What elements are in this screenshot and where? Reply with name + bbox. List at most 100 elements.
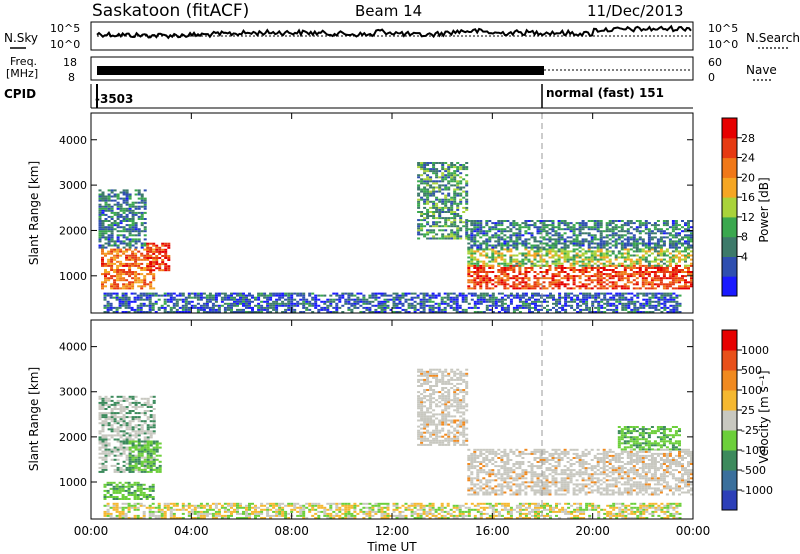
heatmap-cell xyxy=(101,283,104,286)
heatmap-cell xyxy=(648,311,652,313)
heatmap-cell xyxy=(317,311,321,313)
heatmap-cell xyxy=(533,264,537,267)
heatmap-cell xyxy=(596,267,600,269)
heatmap-cell xyxy=(539,242,543,245)
heatmap-cell xyxy=(426,170,430,173)
heatmap-cell xyxy=(146,252,150,255)
heatmap-cell xyxy=(420,180,424,183)
heatmap-cell xyxy=(503,242,507,245)
heatmap-cell xyxy=(620,226,624,229)
heatmap-cell xyxy=(146,416,150,419)
heatmap-cell xyxy=(101,406,105,408)
heatmap-cell xyxy=(287,302,291,305)
heatmap-cell xyxy=(131,228,135,231)
heatmap-cell xyxy=(669,298,673,301)
heatmap-cell xyxy=(119,468,123,471)
heatmap-cell xyxy=(450,229,454,232)
heatmap-cell xyxy=(124,298,128,301)
heatmap-cell xyxy=(614,258,618,261)
heatmap-cell xyxy=(575,248,579,251)
heatmap-cell xyxy=(223,506,227,509)
heatmap-cell xyxy=(608,281,612,284)
heatmap-cell xyxy=(266,302,270,305)
heatmap-cell xyxy=(503,238,507,241)
heatmap-cell xyxy=(254,296,257,299)
heatmap-cell xyxy=(563,254,567,257)
heatmap-cell xyxy=(119,420,123,423)
heatmap-cell xyxy=(641,244,645,247)
heatmap-cell xyxy=(633,306,637,309)
heatmap-cell xyxy=(131,444,135,447)
heatmap-cell xyxy=(569,250,573,253)
heatmap-cell xyxy=(137,218,141,220)
heatmap-cell xyxy=(196,506,200,509)
colorbar-swatch xyxy=(722,216,737,238)
heatmap-cell xyxy=(245,510,248,513)
heatmap-cell xyxy=(440,298,444,301)
heatmap-cell xyxy=(140,456,144,459)
heatmap-cell xyxy=(254,508,257,511)
heatmap-cell xyxy=(476,234,480,237)
heatmap-cell xyxy=(230,298,233,301)
heatmap-cell xyxy=(116,256,120,259)
heatmap-cell xyxy=(332,292,336,295)
heatmap-cell xyxy=(374,311,378,313)
heatmap-cell xyxy=(172,298,176,301)
heatmap-cell xyxy=(482,292,486,295)
heatmap-cell xyxy=(134,205,138,208)
heatmap-cell xyxy=(662,240,666,243)
heatmap-cell xyxy=(566,256,570,259)
heatmap-cell xyxy=(122,410,126,412)
heatmap-cell xyxy=(668,275,672,278)
heatmap-cell xyxy=(110,222,114,225)
heatmap-cell xyxy=(350,294,354,297)
heatmap-cell xyxy=(599,244,603,247)
heatmap-cell xyxy=(214,517,218,519)
heatmap-cell xyxy=(134,403,138,406)
heatmap-cell xyxy=(109,512,113,515)
heatmap-cell xyxy=(632,283,636,286)
heatmap-cell xyxy=(557,283,561,286)
heatmap-cell xyxy=(242,512,245,515)
heatmap-cell xyxy=(118,517,122,519)
heatmap-cell xyxy=(500,220,504,222)
heatmap-cell xyxy=(101,207,105,210)
heatmap-cell xyxy=(614,285,618,288)
heatmap-cell xyxy=(444,184,448,187)
heatmap-cell xyxy=(140,462,144,465)
heatmap-cell xyxy=(106,514,110,517)
heatmap-cell xyxy=(320,300,324,303)
heatmap-cell xyxy=(130,517,134,519)
heatmap-cell xyxy=(149,434,153,437)
heatmap-cell xyxy=(479,300,483,303)
heatmap-cell xyxy=(118,487,122,490)
heatmap-cell xyxy=(545,250,549,253)
heatmap-cell xyxy=(432,164,436,166)
heatmap-cell xyxy=(444,204,448,207)
heatmap-cell xyxy=(446,296,450,299)
heatmap-cell xyxy=(626,279,630,282)
heatmap-cell xyxy=(104,226,108,229)
heatmap-cell xyxy=(542,238,546,241)
heatmap-cell xyxy=(101,248,104,251)
heatmap-cell xyxy=(110,399,114,402)
heatmap-cell xyxy=(125,197,129,200)
heatmap-cell xyxy=(118,491,122,494)
heatmap-cell xyxy=(125,220,129,222)
heatmap-cell xyxy=(632,275,636,278)
heatmap-cell xyxy=(509,254,513,257)
heatmap-cell xyxy=(142,302,146,305)
heatmap-cell xyxy=(590,220,594,222)
heatmap-cell xyxy=(347,294,351,297)
heatmap-cell xyxy=(323,300,327,303)
heatmap-cell xyxy=(149,426,153,429)
heatmap-cell xyxy=(302,292,306,295)
heatmap-cell xyxy=(653,244,657,247)
heatmap-cell xyxy=(485,279,489,282)
heatmap-cell xyxy=(659,250,663,253)
heatmap-cell xyxy=(500,252,504,255)
heatmap-cell xyxy=(107,399,111,402)
heatmap-cell xyxy=(678,304,682,307)
heatmap-cell xyxy=(605,234,609,237)
heatmap-cell xyxy=(167,255,171,257)
